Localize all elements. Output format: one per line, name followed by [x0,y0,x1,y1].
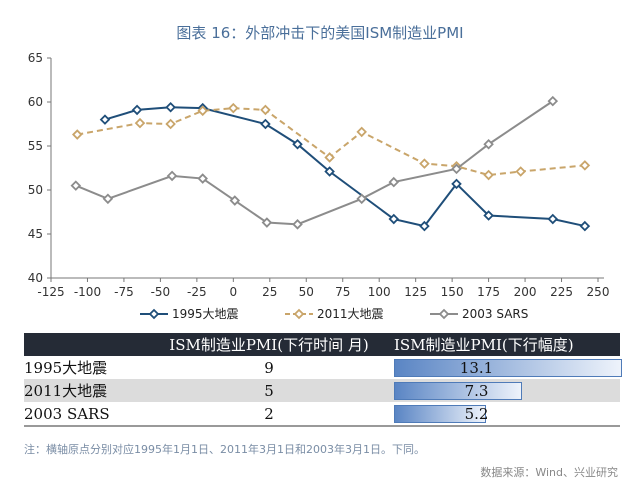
x-tick-label: -25 [187,285,207,299]
x-tick-label: 0 [230,285,238,299]
x-tick-label: 175 [477,285,500,299]
drop-value: 7.3 [464,381,489,400]
data-point [388,213,400,225]
y-tick-label: 45 [28,227,43,241]
table-header: ISM制造业PMI(下行时间 月) ISM制造业PMI(下行幅度) [24,333,620,356]
data-point [70,180,82,191]
y-tick-label: 65 [28,51,43,65]
data-point [166,170,178,182]
x-tick-label: 100 [368,285,391,299]
y-tick-label: 50 [28,183,43,197]
table-row: 2011大地震 5 7.3 [24,379,620,402]
row-months: 2 [144,402,394,427]
data-point [324,166,335,177]
data-point [419,158,430,169]
row-label: 2003 SARS [24,402,144,427]
data-point [134,117,146,129]
data-point [515,166,526,177]
series-line [104,106,586,228]
data-point [99,114,111,125]
row-label: 2011大地震 [24,379,144,402]
data-source: 数据来源：Wind、兴业研究 [480,466,618,479]
data-point [324,152,335,163]
drop-bar [394,358,622,377]
y-tick-label: 55 [28,139,43,153]
data-point [451,178,462,190]
drop-value: 5.2 [464,404,489,423]
header-drop: ISM制造业PMI(下行幅度) [394,333,620,356]
x-tick-label: 200 [514,285,537,299]
legend-marker [438,308,450,320]
x-tick-label: 225 [550,285,573,299]
data-point [356,126,367,138]
data-point [260,104,271,116]
x-tick-label: -75 [114,285,134,299]
legend-marker [293,308,305,320]
legend-marker [148,308,160,320]
data-point [483,138,494,150]
row-months: 5 [144,379,394,402]
summary-table: ISM制造业PMI(下行时间 月) ISM制造业PMI(下行幅度) 1995大地… [24,333,622,427]
data-point [419,220,430,232]
x-tick-label: 250 [587,285,610,299]
data-point [356,193,367,205]
footnote: 注：横轴原点分别对应1995年1月1日、2011年3月1日和2003年3月1日。… [24,443,425,456]
x-tick-label: -50 [151,285,171,299]
row-months: 9 [264,358,274,377]
data-point [131,104,143,116]
x-tick-label: 50 [299,285,314,299]
x-tick-label: 25 [262,285,277,299]
y-tick-label: 40 [28,271,43,285]
data-point [292,138,303,150]
series-line [77,107,585,177]
header-blank [24,333,144,356]
data-point [71,129,83,140]
x-tick-label: 75 [335,285,350,299]
table-row: 1995大地震 9 13.1 [24,356,622,379]
row-label: 1995大地震 [24,359,108,377]
data-point [165,102,176,113]
data-point [229,195,241,206]
data-point [547,95,559,107]
x-tick-label: -100 [74,285,101,299]
data-point [292,219,303,230]
data-point [197,173,208,184]
data-point [388,176,400,188]
line-chart: 40 45 50 55 60 65 -125 -100 -75 -50 -25 0 25 50 75 100 1… [28,51,610,321]
data-point [579,160,591,171]
header-months: ISM制造业PMI(下行时间 月) [144,333,394,356]
chart-title: 图表 16：外部冲击下的美国ISM制造业PMI [176,24,464,42]
data-point [102,193,114,205]
legend-label: 2011大地震 [317,307,384,321]
legend-label: 1995大地震 [172,307,239,321]
drop-bar [394,381,522,400]
series-line [75,100,554,226]
data-point [483,169,494,181]
data-point [228,102,239,114]
y-tick-label: 60 [28,95,43,109]
data-point [483,210,494,221]
table-row: 2003 SARS 2 5.2 [24,402,620,427]
drop-value: 13.1 [459,358,494,377]
data-point [547,213,559,225]
x-tick-label: 125 [404,285,427,299]
data-point [165,118,176,130]
data-point [261,217,273,228]
x-tick-label: -125 [37,285,64,299]
data-point [579,220,591,232]
data-point [197,105,208,117]
x-tick-label: 150 [441,285,464,299]
data-point [451,163,462,175]
data-point [260,118,271,130]
legend-label: 2003 SARS [462,307,528,321]
drop-bar [394,404,486,423]
